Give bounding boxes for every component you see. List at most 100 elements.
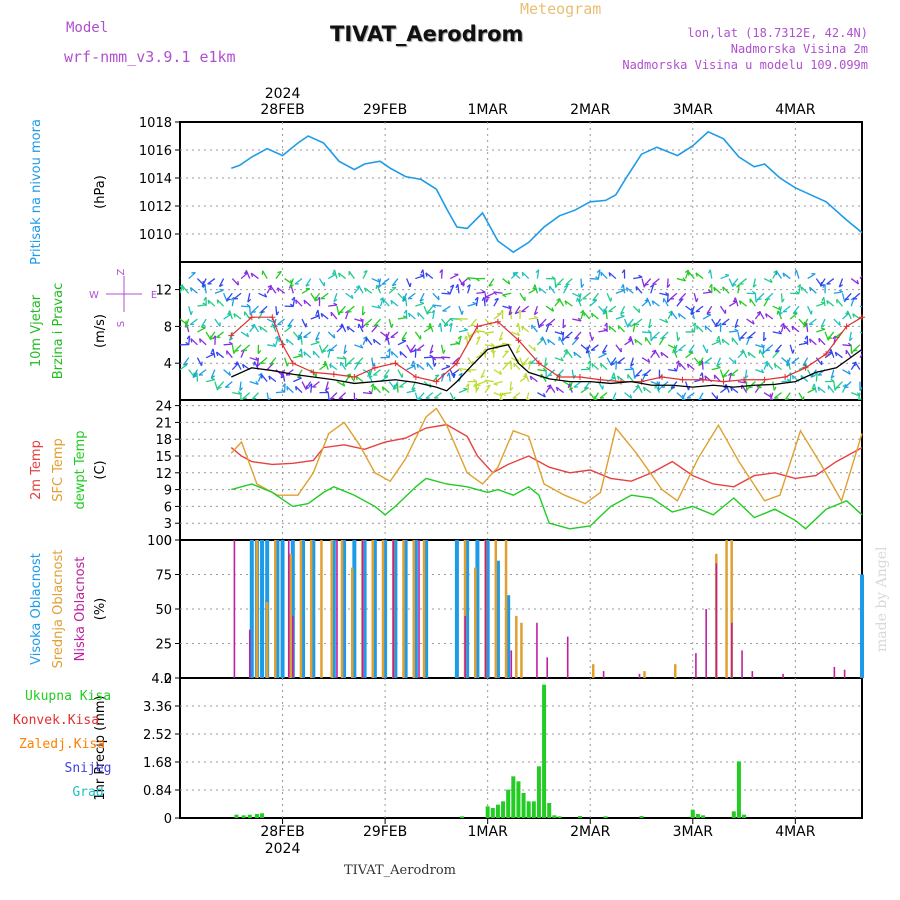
wind-barb	[702, 344, 708, 354]
cloud-bar	[350, 567, 354, 678]
wind-barb	[598, 329, 608, 333]
wind-barb-head	[643, 374, 649, 377]
wind-barb	[232, 392, 242, 395]
wind-barb	[632, 385, 640, 394]
wind-barb	[602, 305, 608, 315]
wind-barb-head	[704, 325, 707, 330]
wind-barb-head	[769, 278, 773, 283]
cloud-bar	[412, 540, 416, 678]
wind-barb-head	[608, 272, 611, 277]
side-label: Srednja Oblacnost	[51, 550, 66, 669]
wind-barb	[731, 278, 739, 287]
wind-barb	[242, 344, 251, 352]
gust-marker	[269, 314, 276, 321]
wind-barb	[734, 318, 739, 328]
wind-barb	[538, 287, 547, 294]
wind-barb	[417, 312, 425, 320]
wind-barb	[348, 373, 355, 382]
wind-barb-head	[440, 356, 445, 361]
wind-barb-head	[610, 363, 615, 366]
ytick-label: 4.2	[151, 672, 172, 687]
wind-barb-head	[602, 311, 607, 315]
wind-barb	[372, 369, 381, 376]
precip-bar	[241, 815, 246, 818]
wind-barb	[646, 297, 652, 307]
cloud-bar	[301, 540, 306, 678]
wind-barb	[643, 369, 652, 377]
wind-barb	[314, 292, 321, 302]
side-label: Brzina i Pravac	[51, 283, 66, 380]
wind-barb	[371, 305, 381, 309]
side-label: 10m Vjetar	[29, 294, 44, 367]
wind-barb-head	[727, 372, 732, 377]
wind-barb	[629, 336, 634, 346]
cloud-bar	[695, 653, 697, 678]
wind-barb-head	[723, 374, 728, 378]
wind-barb-head	[445, 364, 451, 368]
wind-barb-head	[613, 360, 618, 365]
wind-barb-head	[486, 384, 491, 388]
wind-barb-head	[379, 297, 384, 301]
compass-label: S	[116, 321, 127, 327]
wind-barb	[574, 331, 582, 340]
wind-barb-head	[289, 284, 294, 288]
wind-barb-head	[763, 337, 767, 342]
wind-barb-head	[695, 272, 698, 277]
cloud-bar	[731, 622, 733, 678]
wind-barb	[852, 292, 861, 300]
wind-barb	[791, 357, 800, 364]
wind-barb-head	[748, 386, 753, 389]
cloud-bar	[715, 563, 718, 678]
wind-barb	[289, 278, 294, 288]
wind-barb	[564, 300, 573, 307]
wind-barb	[737, 331, 741, 341]
precip-bar	[731, 811, 736, 818]
gust-marker	[535, 360, 542, 367]
wind-barb-head	[333, 298, 338, 303]
wind-barb-head	[363, 287, 367, 292]
wind-barb-head	[268, 375, 271, 380]
wind-barb-head	[297, 375, 302, 379]
wind-barb	[696, 325, 704, 333]
model-label: Model	[66, 20, 109, 36]
wind-barb	[368, 369, 373, 379]
wind-barb-head	[818, 338, 821, 343]
wind-barb-head	[338, 397, 344, 400]
cloud-bar	[362, 540, 367, 678]
wind-barb-head	[612, 398, 617, 400]
wind-barb	[188, 305, 192, 316]
wind-barb	[701, 360, 704, 370]
wind-barb-head	[686, 363, 690, 368]
wind-barb-head	[773, 363, 777, 369]
wind-barb-head	[580, 309, 585, 314]
wind-barb	[233, 313, 242, 320]
wind-barb-head	[810, 374, 816, 378]
wind-barb	[524, 372, 530, 382]
wind-barb	[601, 344, 608, 353]
wind-barb-head	[822, 283, 826, 288]
precip-bar	[511, 776, 516, 818]
precip-bar	[552, 815, 557, 818]
cloud-bar	[422, 540, 426, 678]
wind-barb	[197, 327, 206, 333]
wind-barb-head	[677, 337, 681, 342]
wind-barb-head	[246, 332, 250, 338]
wind-barb	[240, 272, 249, 280]
wind-barb-head	[227, 310, 231, 315]
wind-barb	[292, 331, 300, 340]
wind-barb-head	[548, 374, 553, 377]
wind-barb-head	[244, 270, 247, 275]
gust-marker	[761, 376, 768, 383]
wind-barb-head	[269, 362, 275, 366]
wind-barb	[536, 338, 545, 346]
wind-barb-head	[367, 372, 370, 378]
wind-barb-head	[661, 336, 666, 339]
wind-barb	[320, 292, 329, 300]
cloud-bar	[248, 629, 251, 678]
wind-barb	[180, 284, 184, 294]
wind-barb-head	[226, 298, 231, 301]
ytick-label: 1018	[139, 116, 172, 131]
wind-barb	[848, 331, 852, 341]
wind-barb-head	[185, 324, 190, 328]
